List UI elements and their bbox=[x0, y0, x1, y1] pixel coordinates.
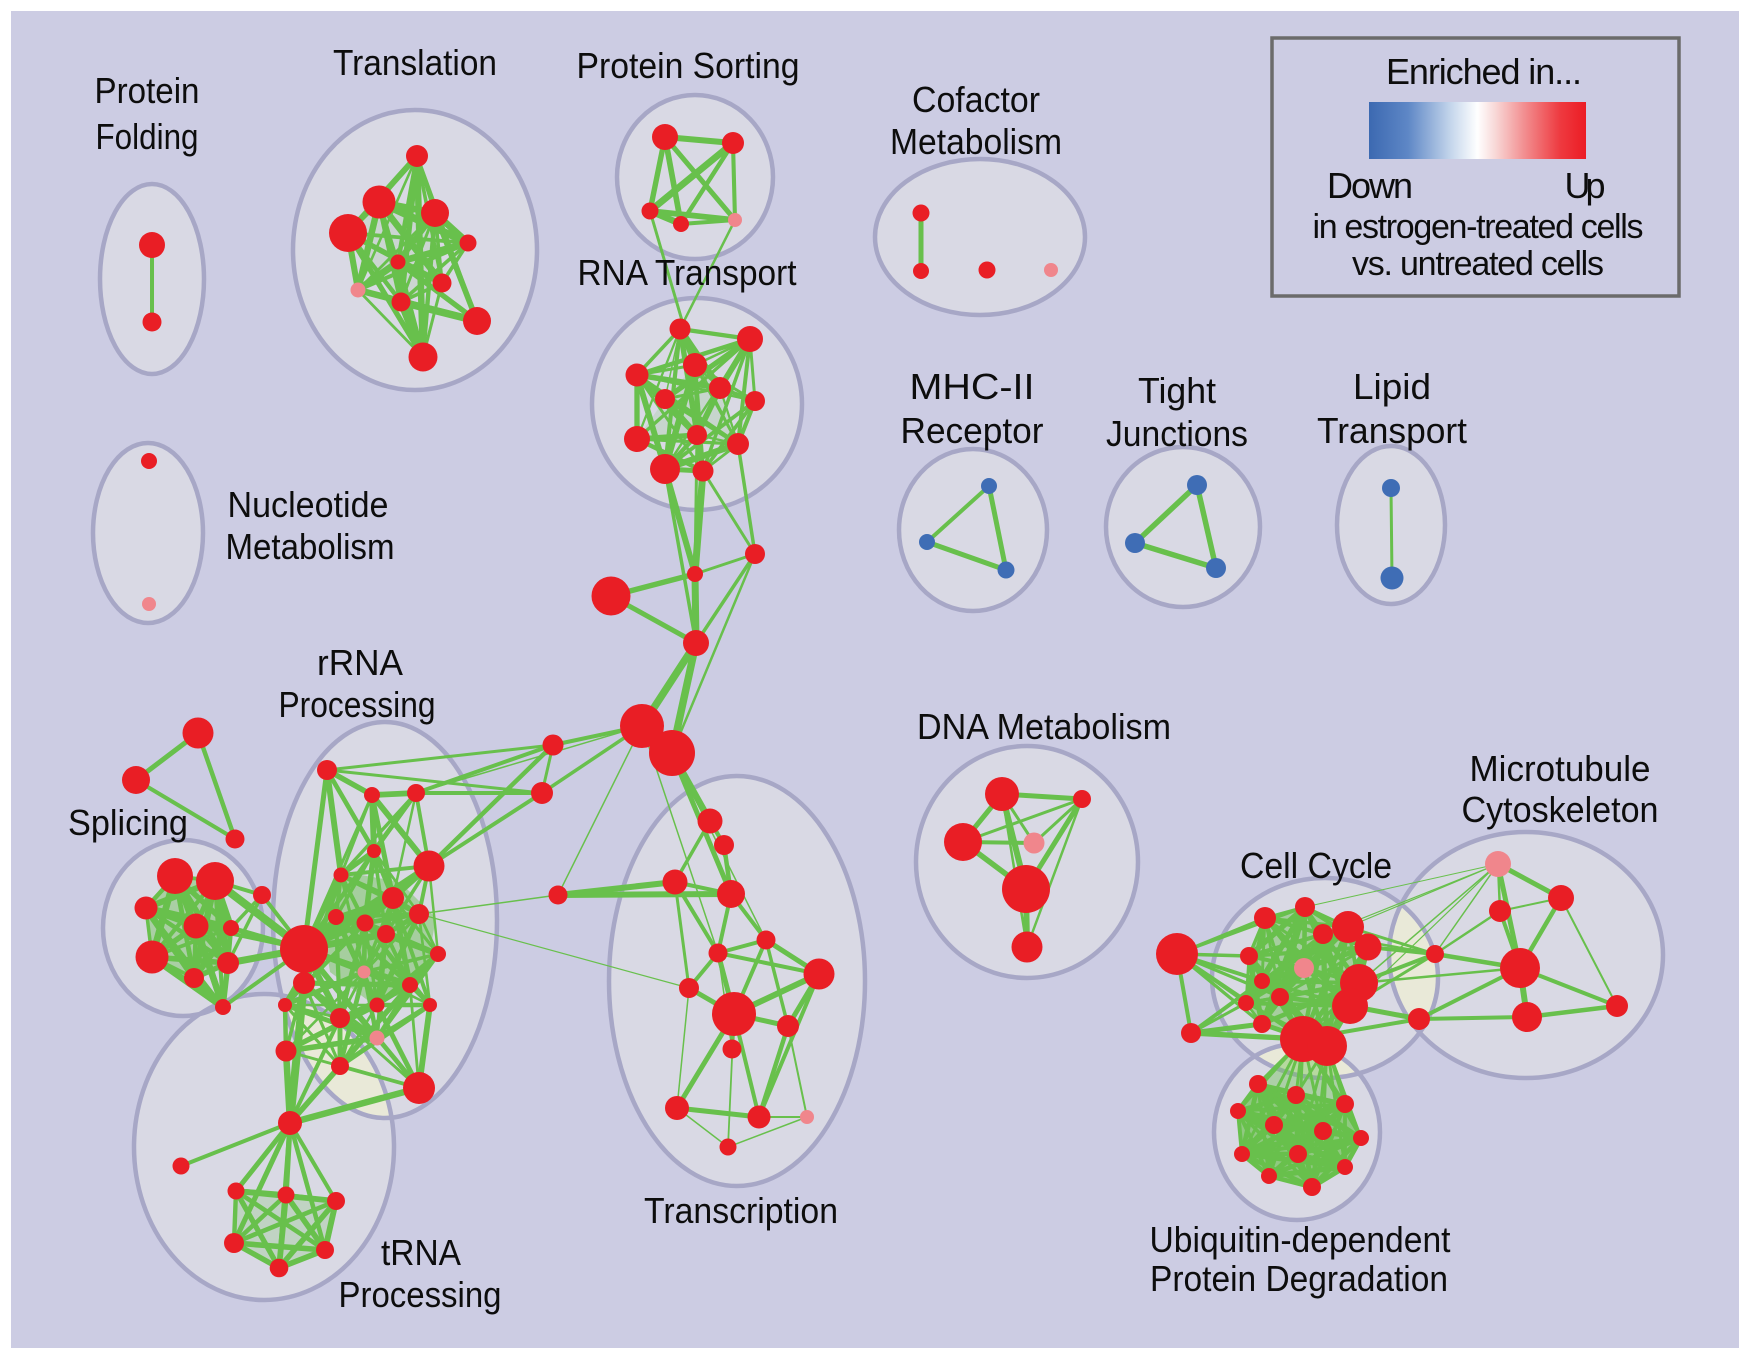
svg-text:Protein: Protein bbox=[95, 70, 200, 111]
svg-text:tRNA: tRNA bbox=[381, 1232, 461, 1273]
svg-text:Ubiquitin-dependent: Ubiquitin-dependent bbox=[1150, 1219, 1451, 1260]
svg-text:Translation: Translation bbox=[333, 42, 497, 83]
svg-text:Tight: Tight bbox=[1138, 370, 1216, 411]
svg-text:Splicing: Splicing bbox=[68, 802, 188, 843]
svg-text:Transport: Transport bbox=[1317, 410, 1467, 451]
svg-text:Down: Down bbox=[1327, 165, 1413, 206]
svg-text:Lipid: Lipid bbox=[1353, 366, 1431, 407]
svg-text:RNA Transport: RNA Transport bbox=[578, 252, 797, 293]
svg-text:Nucleotide: Nucleotide bbox=[228, 484, 389, 525]
svg-text:Cofactor: Cofactor bbox=[912, 79, 1040, 120]
svg-text:Up: Up bbox=[1565, 165, 1606, 206]
svg-text:Metabolism: Metabolism bbox=[226, 526, 395, 567]
svg-text:Transcription: Transcription bbox=[644, 1190, 838, 1231]
svg-text:Receptor: Receptor bbox=[901, 410, 1044, 451]
svg-text:Folding: Folding bbox=[96, 116, 199, 157]
svg-text:vs. untreated cells: vs. untreated cells bbox=[1352, 245, 1604, 283]
svg-text:Metabolism: Metabolism bbox=[890, 121, 1062, 162]
svg-text:Junctions: Junctions bbox=[1106, 413, 1248, 454]
svg-text:Cytoskeleton: Cytoskeleton bbox=[1462, 789, 1659, 830]
svg-text:Protein Sorting: Protein Sorting bbox=[577, 45, 800, 86]
svg-text:in estrogen-treated cells: in estrogen-treated cells bbox=[1313, 208, 1644, 246]
svg-text:Processing: Processing bbox=[339, 1274, 502, 1315]
svg-text:Microtubule: Microtubule bbox=[1470, 748, 1651, 789]
svg-text:Cell Cycle: Cell Cycle bbox=[1240, 845, 1392, 886]
svg-text:Enriched in...: Enriched in... bbox=[1386, 51, 1582, 92]
svg-text:DNA Metabolism: DNA Metabolism bbox=[917, 706, 1171, 747]
svg-text:Processing: Processing bbox=[279, 684, 436, 725]
svg-text:Protein Degradation: Protein Degradation bbox=[1150, 1258, 1448, 1299]
svg-text:rRNA: rRNA bbox=[317, 642, 403, 683]
svg-text:MHC-II: MHC-II bbox=[910, 366, 1035, 407]
